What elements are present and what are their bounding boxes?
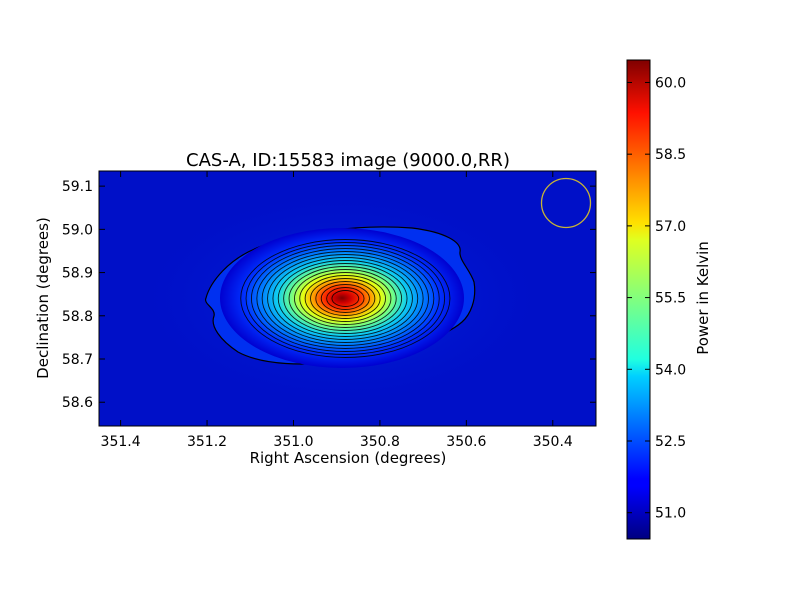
x-tick-label: 350.8 [360, 434, 400, 450]
colorbar-ticks: 51.0 52.5 54.0 55.5 57.0 58.5 60.0 [627, 75, 686, 522]
x-axis-ticks: 351.4 351.2 351.0 350.8 350.6 350.4 [101, 171, 573, 450]
x-tick-label: 351.4 [101, 434, 141, 450]
plot-frame [98, 170, 597, 427]
beam-circle [540, 177, 592, 229]
contour-line [304, 275, 386, 322]
plot-area [99, 171, 596, 426]
y-axis-ticks: 58.6 58.7 58.8 58.9 59.0 59.1 [62, 179, 596, 411]
y-axis-label: Declination (degrees) [34, 217, 52, 379]
x-axis-label: Right Ascension (degrees) [250, 449, 447, 467]
colorbar-tick-label: 57.0 [655, 219, 686, 235]
y-tick-label: 58.9 [62, 266, 93, 282]
contour-line [256, 248, 435, 349]
y-tick-label: 58.6 [62, 395, 93, 411]
contour-line [267, 254, 424, 343]
colorbar-tick-label: 52.5 [655, 434, 686, 450]
contour-line [315, 281, 376, 316]
x-tick-label: 350.6 [446, 434, 486, 450]
contour-line [288, 266, 403, 331]
contour-line [250, 245, 440, 352]
colorbar-tick-label: 58.5 [655, 147, 686, 163]
colorbar-tick-label: 60.0 [655, 75, 686, 91]
x-tick-label: 350.4 [533, 434, 573, 450]
contour-lines [240, 239, 451, 358]
y-tick-label: 58.8 [62, 309, 93, 325]
contour-line [283, 263, 408, 334]
contour-line [277, 260, 413, 337]
chart-title: CAS-A, ID:15583 image (9000.0,RR) [186, 150, 510, 171]
contour-line [272, 257, 419, 340]
contour-line [245, 242, 446, 355]
contour-line [293, 269, 397, 328]
colorbar-tick-label: 51.0 [655, 506, 686, 522]
colorbar-label: Power in Kelvin [694, 241, 712, 355]
y-tick-label: 59.1 [62, 179, 93, 195]
colorbar-tick-label: 55.5 [655, 291, 686, 307]
colorbar [626, 59, 651, 540]
x-tick-label: 351.0 [273, 434, 313, 450]
x-tick-label: 351.2 [187, 434, 227, 450]
contour-line [299, 272, 392, 325]
contour-line [261, 251, 429, 346]
y-tick-label: 59.0 [62, 222, 93, 238]
colorbar-tick-label: 54.0 [655, 362, 686, 378]
contour-line [240, 239, 451, 358]
contour-line [331, 290, 360, 307]
contour-line [326, 287, 365, 310]
contour-line [320, 284, 370, 313]
contour-line [310, 278, 381, 319]
y-tick-label: 58.7 [62, 352, 93, 368]
